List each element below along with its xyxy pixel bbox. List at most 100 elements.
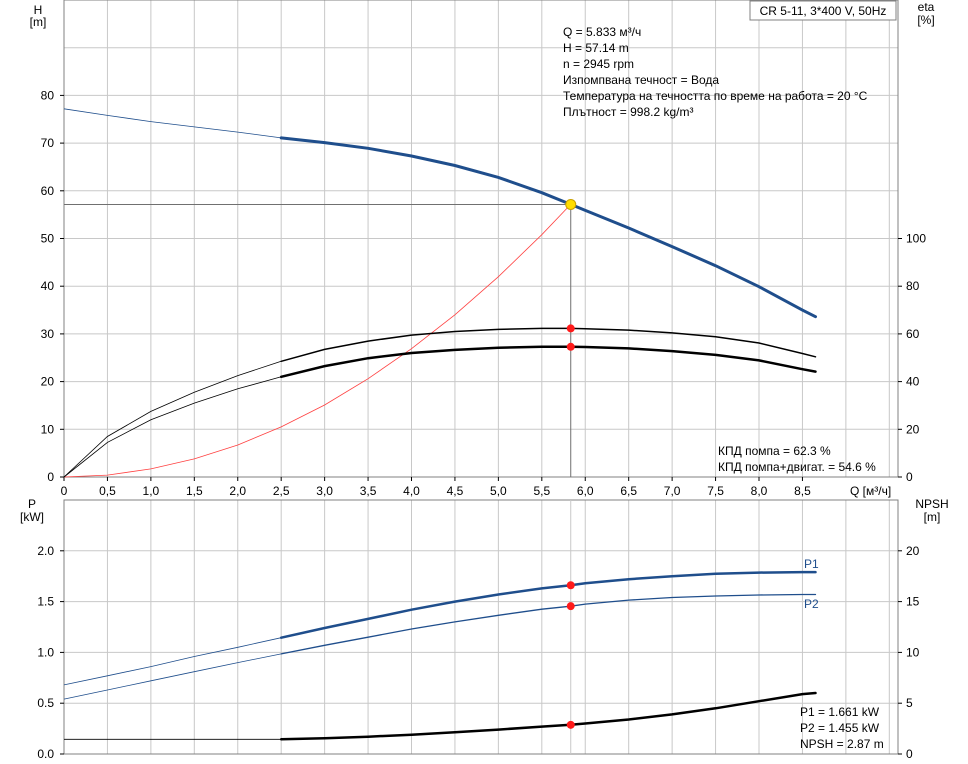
eta-pump-duty-marker [566, 324, 575, 333]
npsh-duty-marker [566, 720, 575, 729]
right-tick-label: 0 [906, 747, 913, 761]
x-axis-label: Q [м³/ч] [850, 484, 891, 498]
p2-curve [280, 593, 817, 655]
left-tick-label: 0 [47, 470, 54, 484]
npsh-curve [279, 691, 817, 741]
efficiency-note: КПД помпа = 62.3 % [718, 444, 831, 458]
npsh-axis-label: NPSH [915, 497, 948, 511]
duty-info-line: Изпомпвана течност = Вода [563, 73, 719, 87]
lower-chart: 0.0 0.5 1.0 1.5 2.0 0 5 10 15 20 P [kW] NPSH [m]… [20, 497, 949, 761]
duty-point-guides [64, 203, 572, 477]
duty-info-line: n = 2945 rpm [563, 57, 634, 71]
lower-grid [64, 500, 898, 754]
left-tick-label: 40 [41, 279, 55, 293]
h-axis-label: H [34, 3, 43, 17]
x-tick-label: 3,0 [316, 484, 333, 498]
npsh-axis-unit: [m] [924, 510, 941, 524]
right-tick-label: 10 [906, 645, 920, 659]
x-tick-label: 2,5 [273, 484, 290, 498]
x-tick-label: 5,5 [533, 484, 550, 498]
upper-chart: 0 10 20 30 40 50 60 70 80 0 20 40 60 80 100 0 0,5 1,0 1,… [30, 0, 935, 498]
x-tick-label: 6,5 [620, 484, 637, 498]
left-tick-label: 50 [41, 232, 55, 246]
left-tick-label: 1.0 [37, 645, 54, 659]
right-tick-label: 100 [906, 232, 926, 246]
p1-duty-marker [566, 581, 575, 590]
x-tick-label: 1,0 [143, 484, 160, 498]
left-tick-label: 70 [41, 136, 55, 150]
upper-curves [63, 108, 817, 478]
efficiency-note: КПД помпа+двигат. = 54.6 % [718, 460, 876, 474]
left-tick-label: 0.5 [37, 696, 54, 710]
power-reading: NPSH = 2.87 m [800, 737, 884, 751]
duty-point-marker [565, 198, 577, 210]
x-tick-label: 5,0 [490, 484, 507, 498]
x-tick-label: 0 [61, 484, 68, 498]
x-tick-label: 1,5 [186, 484, 203, 498]
left-tick-label: 20 [41, 375, 55, 389]
h-curve-extrapolated [63, 108, 282, 139]
left-tick-label: 1.5 [37, 595, 54, 609]
duty-info-line: Плътност = 998.2 kg/m³ [563, 105, 693, 119]
p-axis-label: P [28, 497, 36, 511]
x-tick-label: 7,5 [707, 484, 724, 498]
system-curve [63, 204, 571, 478]
lower-left-axis: 0.0 0.5 1.0 1.5 2.0 [37, 544, 64, 761]
x-tick-label: 4,5 [447, 484, 464, 498]
x-tick-label: 3,5 [360, 484, 377, 498]
x-tick-label: 2,0 [229, 484, 246, 498]
power-readings: P1 = 1.661 kW P2 = 1.455 kW NPSH = 2.87 m [800, 705, 884, 751]
p2-duty-marker [566, 602, 575, 611]
x-tick-label: 0,5 [99, 484, 116, 498]
right-tick-label: 0 [906, 470, 913, 484]
right-tick-label: 5 [906, 696, 913, 710]
duty-info-line: H = 57.14 m [563, 41, 629, 55]
upper-duty-markers [565, 198, 577, 351]
power-reading: P1 = 1.661 kW [800, 705, 880, 719]
eta_total-curve [279, 345, 817, 379]
upper-left-axis: 0 10 20 30 40 50 60 70 80 [41, 88, 64, 484]
eta_total-curve-extrapolated [63, 376, 282, 478]
duty-info-block: Q = 5.833 м³/ч H = 57.14 m n = 2945 rpm Изп… [563, 25, 868, 119]
p1-curve [279, 570, 817, 639]
efficiency-notes: КПД помпа = 62.3 % КПД помпа+двигат. = 54… [718, 444, 876, 474]
x-tick-label: 7,0 [664, 484, 681, 498]
x-tick-label: 6,0 [577, 484, 594, 498]
power-reading: P2 = 1.455 kW [800, 721, 880, 735]
right-tick-label: 20 [906, 544, 920, 558]
eta_pump-curve-extrapolated [63, 360, 282, 478]
eta-axis-label: eta [918, 0, 935, 14]
chart-title: CR 5-11, 3*400 V, 50Hz [760, 4, 887, 18]
p2-curve-extrapolated [63, 653, 282, 700]
x-tick-label: 8,5 [794, 484, 811, 498]
right-tick-label: 60 [906, 327, 920, 341]
right-tick-label: 15 [906, 595, 920, 609]
upper-right-axis: 0 20 40 60 80 100 [898, 232, 926, 484]
x-axis-ticks: 0 0,5 1,0 1,5 2,0 2,5 3,0 3,5 4,0 4,5 5,0 5,5 6,0 6,5… [61, 477, 811, 498]
p-axis-unit: [kW] [20, 510, 44, 524]
title-box [749, 0, 897, 21]
x-tick-label: 8,0 [751, 484, 768, 498]
x-tick-label: 4,0 [403, 484, 420, 498]
duty-info-line: Температура на течността по време на раб… [563, 89, 868, 103]
p1-series-label: P1 [804, 557, 819, 571]
p1-curve-extrapolated [63, 637, 282, 686]
left-tick-label: 2.0 [37, 544, 54, 558]
eta-axis-unit: [%] [917, 13, 934, 27]
lower-curves [63, 570, 817, 741]
left-tick-label: 30 [41, 327, 55, 341]
left-tick-label: 80 [41, 88, 55, 102]
eta-total-duty-marker [566, 342, 575, 351]
lower-duty-markers [566, 581, 575, 729]
duty-info-line: Q = 5.833 м³/ч [563, 25, 641, 39]
p2-series-label: P2 [804, 597, 819, 611]
h-axis-unit: [m] [30, 15, 47, 29]
left-tick-label: 0.0 [37, 747, 54, 761]
lower-plot-frame [63, 499, 899, 755]
right-tick-label: 40 [906, 375, 920, 389]
left-tick-label: 10 [41, 422, 55, 436]
lower-right-axis: 0 5 10 15 20 [898, 544, 920, 761]
left-tick-label: 60 [41, 184, 55, 198]
right-tick-label: 20 [906, 422, 920, 436]
